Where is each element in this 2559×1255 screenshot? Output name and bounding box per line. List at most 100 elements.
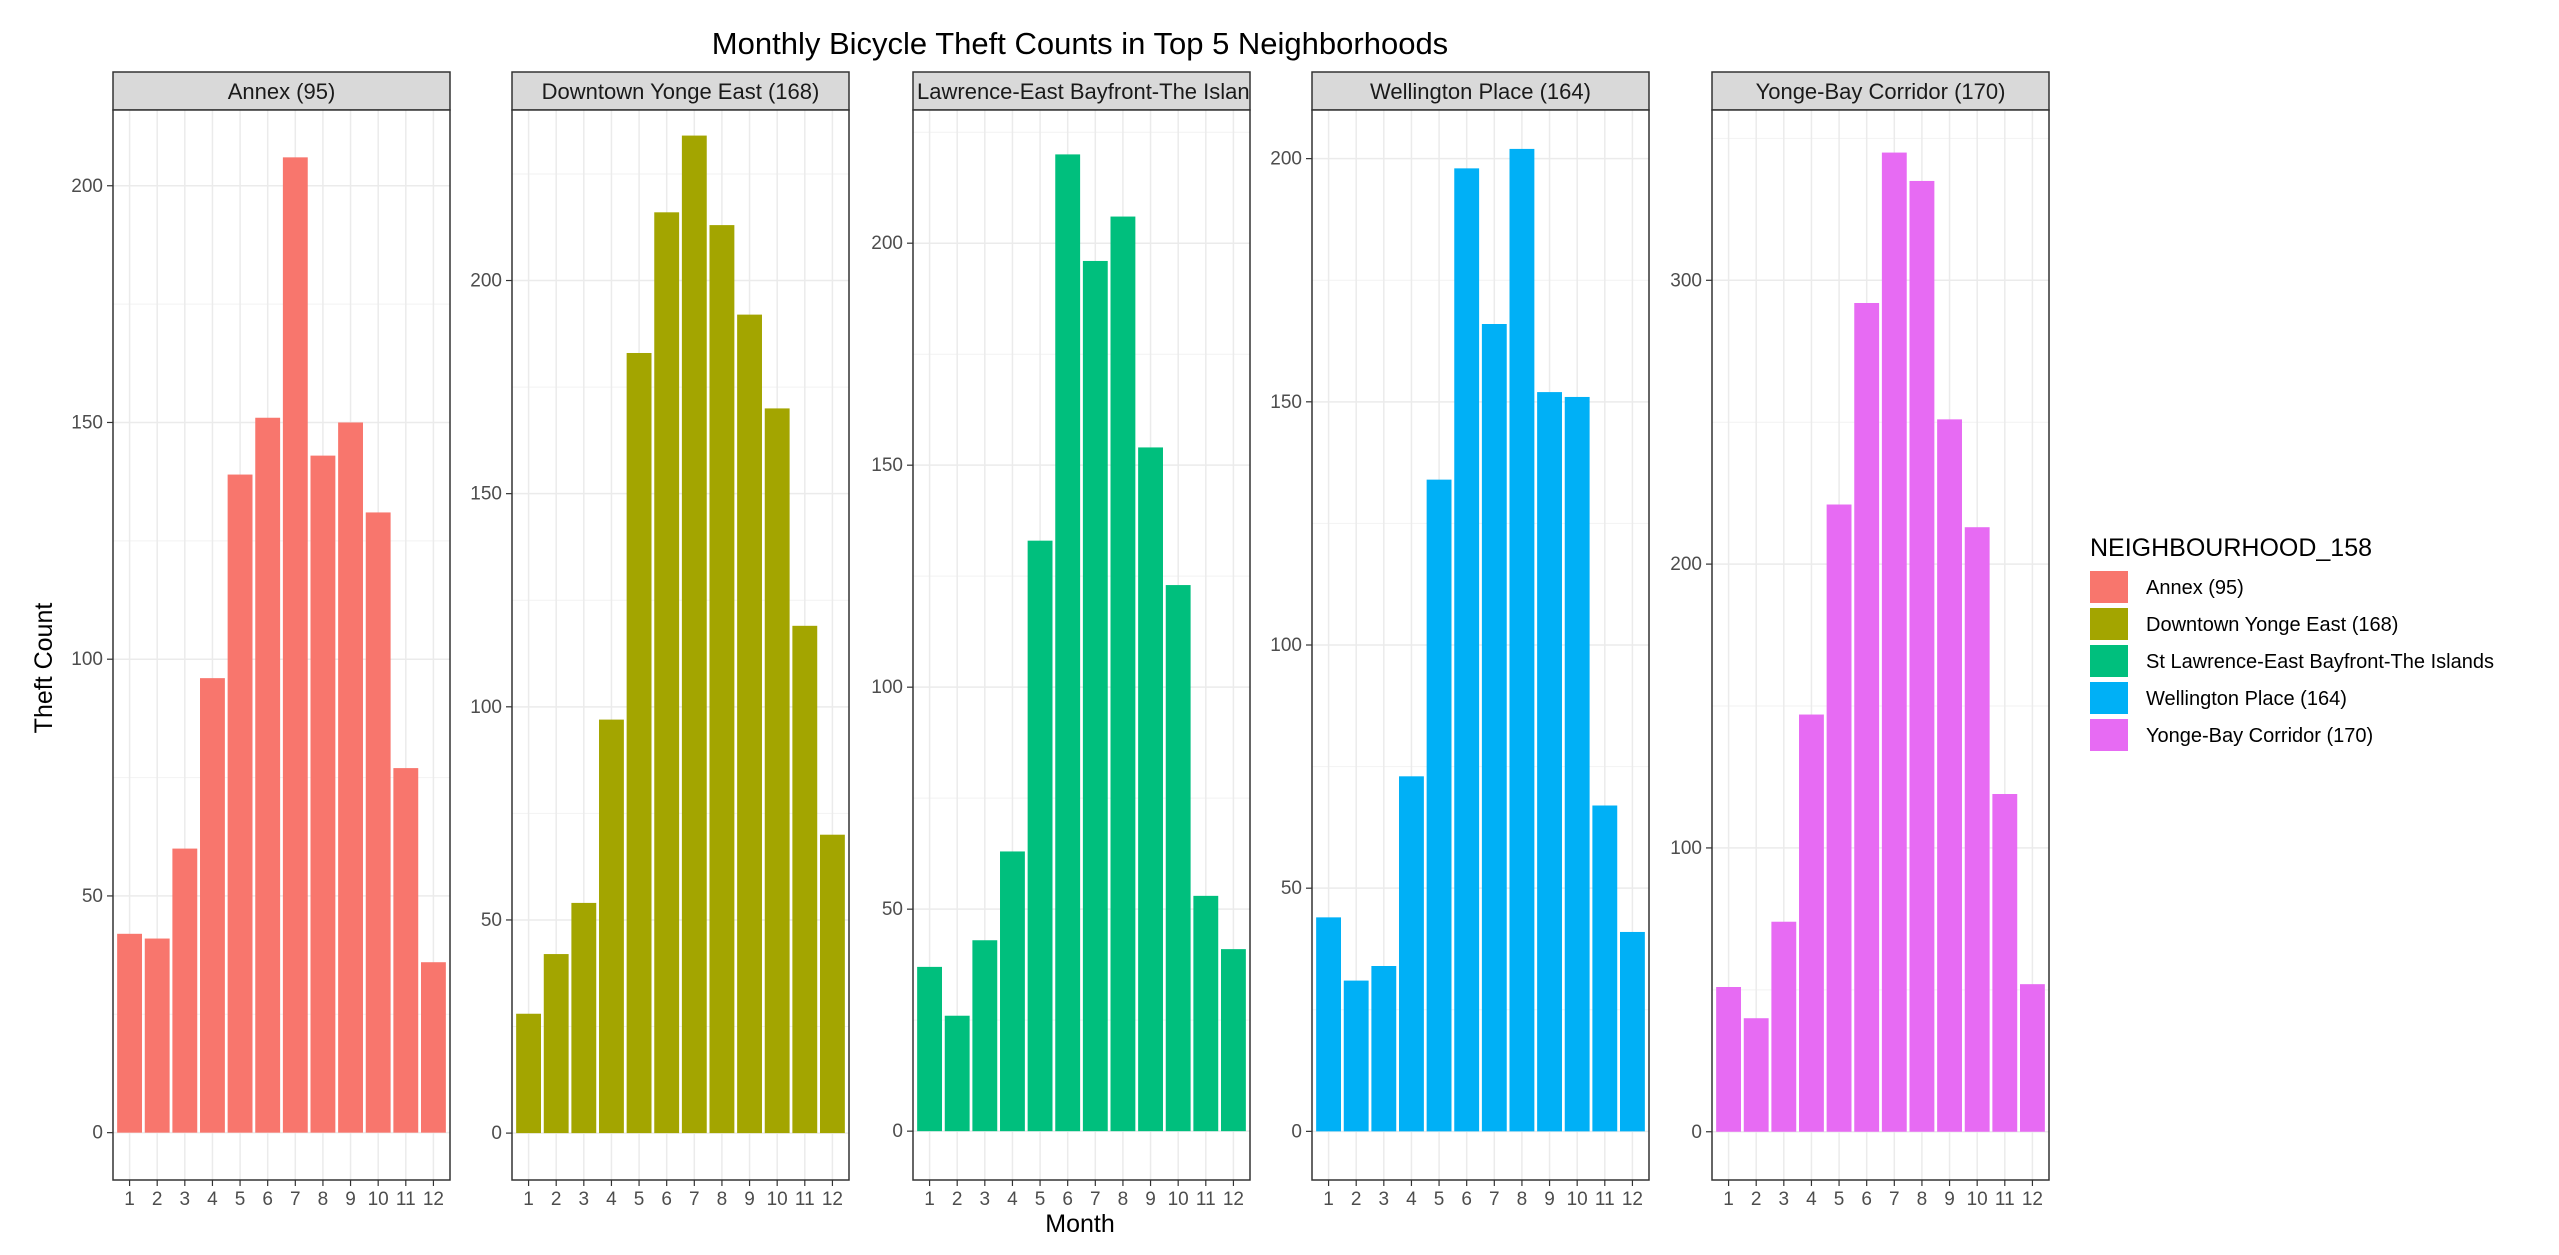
bar-month-4 — [1000, 851, 1025, 1132]
bar-month-12 — [1619, 931, 1645, 1132]
y-tick-label: 150 — [71, 412, 103, 433]
x-tick-label: 12 — [1622, 1189, 1643, 1210]
x-tick-label: 4 — [1806, 1189, 1817, 1210]
facet-strip-label: Wellington Place (164) — [1370, 79, 1591, 104]
legend-label: St Lawrence-East Bayfront-The Islands — [2146, 651, 2494, 673]
bar-month-6 — [1454, 168, 1480, 1132]
x-tick-label: 1 — [523, 1189, 534, 1210]
bar-month-6 — [255, 417, 281, 1133]
legend-item: Wellington Place (164) — [2090, 682, 2347, 714]
x-tick-label: 8 — [1118, 1189, 1129, 1210]
x-tick-label: 1 — [1723, 1189, 1734, 1210]
facet-strip-label: Downtown Yonge East (168) — [542, 79, 820, 104]
y-tick-label: 150 — [470, 484, 502, 505]
y-tick-label: 0 — [1691, 1122, 1702, 1143]
bar-month-4 — [1399, 776, 1424, 1132]
bar-month-2 — [543, 954, 569, 1134]
x-tick-label: 9 — [1145, 1189, 1156, 1210]
x-tick-label: 7 — [1090, 1189, 1101, 1210]
y-tick-label: 50 — [882, 899, 903, 920]
legend-title: NEIGHBOURHOOD_158 — [2090, 534, 2372, 562]
legend-swatch — [2090, 682, 2128, 714]
bar-month-10 — [1964, 527, 1990, 1132]
facet-strip — [912, 71, 1251, 111]
bar-month-5 — [1826, 504, 1852, 1132]
bar-month-12 — [819, 834, 845, 1134]
bar-month-4 — [599, 719, 624, 1134]
bar-month-1 — [917, 966, 943, 1132]
y-tick-label: 50 — [82, 886, 103, 907]
bar-month-3 — [972, 940, 998, 1132]
x-tick-label: 5 — [1834, 1189, 1845, 1210]
x-tick-label: 8 — [1917, 1189, 1928, 1210]
y-tick-label: 0 — [1291, 1121, 1302, 1142]
x-tick-label: 8 — [717, 1189, 728, 1210]
y-tick-label: 300 — [1670, 270, 1702, 291]
bar-month-3 — [172, 848, 198, 1133]
x-tick-label: 2 — [152, 1189, 163, 1210]
x-tick-label: 7 — [290, 1189, 301, 1210]
legend-swatch — [2090, 608, 2128, 640]
bar-month-12 — [2019, 984, 2045, 1132]
bar-month-6 — [1055, 154, 1081, 1132]
bar-month-8 — [709, 225, 735, 1134]
x-tick-label: 10 — [368, 1189, 389, 1210]
bar-month-8 — [310, 455, 336, 1133]
bar-month-9 — [737, 314, 762, 1134]
x-tick-label: 9 — [345, 1189, 356, 1210]
bar-month-1 — [1716, 987, 1742, 1132]
x-tick-label: 2 — [1351, 1189, 1362, 1210]
x-tick-label: 6 — [1861, 1189, 1872, 1210]
y-tick-label: 100 — [1670, 838, 1702, 859]
bar-month-9 — [1138, 447, 1163, 1132]
x-tick-label: 6 — [262, 1189, 273, 1210]
y-tick-label: 150 — [871, 455, 903, 476]
y-tick-label: 100 — [871, 677, 903, 698]
y-tick-label: 50 — [481, 910, 502, 931]
x-tick-label: 4 — [207, 1189, 218, 1210]
bar-month-9 — [338, 422, 363, 1133]
legend-label: Downtown Yonge East (168) — [2146, 614, 2398, 636]
x-tick-label: 3 — [980, 1189, 991, 1210]
chart-title: Monthly Bicycle Theft Counts in Top 5 Ne… — [712, 26, 1448, 61]
bar-month-1 — [117, 933, 143, 1133]
bar-month-11 — [1193, 895, 1219, 1132]
x-tick-label: 3 — [1379, 1189, 1390, 1210]
bar-month-2 — [1343, 980, 1369, 1132]
bar-month-2 — [1743, 1018, 1769, 1132]
x-tick-label: 10 — [1967, 1189, 1988, 1210]
bar-month-5 — [1426, 479, 1452, 1132]
x-tick-label: 1 — [1323, 1189, 1334, 1210]
x-tick-label: 10 — [1567, 1189, 1588, 1210]
bar-month-2 — [944, 1015, 970, 1132]
bar-month-5 — [227, 474, 253, 1133]
panel-border — [912, 109, 1251, 1181]
x-tick-label: 6 — [1461, 1189, 1472, 1210]
bar-month-6 — [654, 212, 680, 1134]
bar-month-4 — [1799, 714, 1824, 1132]
bar-month-11 — [1992, 794, 2018, 1132]
bar-month-7 — [1481, 324, 1507, 1132]
x-tick-label: 8 — [318, 1189, 329, 1210]
x-tick-label: 6 — [661, 1189, 672, 1210]
bar-month-10 — [764, 408, 790, 1134]
x-tick-label: 11 — [1595, 1189, 1615, 1210]
x-axis-title: Month — [1045, 1210, 1114, 1238]
x-tick-label: 11 — [1196, 1189, 1216, 1210]
x-tick-label: 7 — [1489, 1189, 1500, 1210]
y-tick-label: 0 — [491, 1123, 502, 1144]
y-tick-label: 200 — [470, 271, 502, 292]
legend: NEIGHBOURHOOD_158 Annex (95) Downtown Yon… — [2090, 534, 2494, 751]
y-tick-label: 200 — [871, 233, 903, 254]
x-tick-label: 2 — [952, 1189, 963, 1210]
x-tick-label: 5 — [1035, 1189, 1046, 1210]
bar-month-10 — [1165, 585, 1191, 1132]
x-tick-label: 4 — [606, 1189, 617, 1210]
x-tick-label: 8 — [1517, 1189, 1528, 1210]
bar-month-1 — [1316, 917, 1342, 1132]
panel-border — [511, 109, 850, 1181]
